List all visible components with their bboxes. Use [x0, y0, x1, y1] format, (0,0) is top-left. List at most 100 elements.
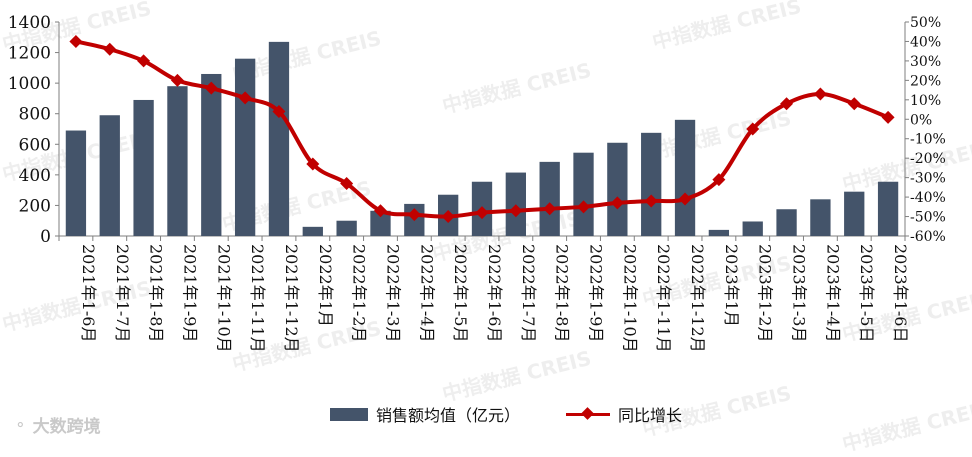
bar — [133, 99, 154, 236]
bar — [167, 86, 188, 236]
x-tick-label: 2022年1-10月 — [620, 244, 639, 353]
y-right-tick-label: -50% — [910, 210, 946, 226]
y-right-tick-label: 0% — [910, 112, 932, 128]
legend-item-growth: 同比增长 — [566, 402, 682, 426]
y-right-tick-label: -30% — [910, 171, 946, 187]
bar — [234, 58, 256, 236]
growth-point — [847, 97, 861, 111]
growth-point — [543, 202, 557, 216]
x-tick-label: 2022年1-11月 — [654, 244, 673, 353]
sales-growth-chart: 0 200 400 600 800 1000 1200 1400 -60% -50% -40% -30… — [8, 13, 946, 353]
x-tick-label: 2021年1-9月 — [180, 244, 199, 343]
x-tick-label: 2022年1-2月 — [350, 244, 369, 343]
y-right-tick-label: -20% — [910, 151, 946, 167]
bar — [877, 181, 899, 236]
bar — [268, 41, 290, 236]
x-tick-label: 2021年1-11月 — [248, 244, 267, 353]
growth-point — [137, 54, 151, 68]
bar — [674, 119, 696, 236]
x-tick-label: 2023年1-5日 — [857, 244, 876, 343]
x-tick-label: 2023年1-2月 — [756, 244, 775, 343]
legend-line-swatch — [566, 407, 611, 421]
legend-item-sales: 销售额均值（亿元） — [330, 402, 520, 426]
x-tick-label: 2022年1-6月 — [485, 244, 504, 343]
growth-point — [204, 81, 218, 95]
bar — [201, 73, 222, 236]
y-right-tick-label: -40% — [910, 190, 946, 206]
growth-point — [238, 91, 252, 105]
x-tick-label: 2023年1月 — [722, 244, 741, 327]
x-tick-label: 2022年1-12月 — [688, 244, 707, 353]
y-left-tick-label: 1400 — [8, 13, 51, 33]
bar — [742, 221, 763, 236]
bar — [844, 191, 865, 236]
growth-point — [746, 122, 760, 136]
y-right-tick-label: 20% — [910, 73, 941, 89]
y-left-tick-label: 200 — [19, 196, 51, 216]
growth-point — [475, 206, 489, 220]
growth-point — [103, 42, 117, 56]
growth-point — [373, 204, 387, 218]
x-tick-label: 2022年1-5月 — [451, 244, 470, 343]
bar — [65, 130, 87, 236]
x-tick-label: 2022年1月 — [316, 244, 335, 327]
brand-name: 大数跨境 — [32, 417, 101, 437]
x-tick-label: 2023年1-6日 — [891, 244, 910, 343]
x-tick-label: 2022年1-3月 — [383, 244, 402, 343]
x-tick-label: 2023年1-3月 — [790, 244, 809, 343]
bar — [336, 220, 357, 236]
growth-point — [306, 157, 320, 171]
legend-label-growth: 同比增长 — [618, 406, 683, 425]
growth-point — [678, 192, 692, 206]
y-right-tick-label: 50% — [910, 15, 941, 31]
x-tick-label: 2021年1-10月 — [214, 244, 233, 353]
growth-point — [881, 110, 895, 124]
legend-label-sales: 销售额均值（亿元） — [376, 406, 521, 425]
growth-point — [340, 176, 354, 190]
x-tick-label: 2021年1-7月 — [113, 244, 132, 343]
growth-point — [813, 87, 827, 101]
y-left-tick-label: 1000 — [8, 74, 51, 94]
bar — [708, 229, 730, 236]
y-left-tick-label: 800 — [19, 105, 51, 125]
brand-logo: ⚬ 大数跨境 — [14, 412, 101, 438]
bar — [99, 115, 120, 236]
bar — [370, 210, 391, 236]
x-tick-label: 2021年1-12月 — [282, 244, 301, 353]
y-right-tick-label: -10% — [910, 132, 946, 148]
bar — [641, 132, 662, 236]
y-left-tick-label: 600 — [19, 135, 51, 155]
growth-point — [577, 200, 591, 214]
chart-legend: 销售额均值（亿元） 同比增长 — [330, 402, 682, 426]
bar — [539, 161, 560, 236]
growth-point — [170, 73, 184, 87]
growth-point — [407, 208, 421, 222]
bar — [302, 226, 323, 236]
x-tick-label: 2022年1-9月 — [587, 244, 606, 343]
y-left-tick-label: 1200 — [8, 44, 51, 64]
growth-point — [644, 194, 658, 208]
growth-point — [272, 104, 286, 118]
growth-point — [712, 173, 726, 187]
x-tick-label: 2022年1-7月 — [519, 244, 538, 343]
x-tick-label: 2021年1-8月 — [147, 244, 166, 343]
bar — [810, 199, 831, 236]
x-tick-label: 2021年1-6月 — [79, 244, 98, 343]
growth-point — [441, 210, 455, 224]
bar — [607, 142, 628, 236]
y-right-tick-label: 30% — [910, 54, 941, 70]
legend-bar-swatch — [330, 407, 368, 421]
bar — [776, 209, 797, 236]
growth-point — [780, 97, 794, 111]
growth-point — [509, 204, 523, 218]
growth-point — [69, 34, 83, 48]
growth-point — [610, 196, 624, 210]
x-tick-label: 2022年1-8月 — [553, 244, 572, 343]
y-left-tick-label: 0 — [40, 227, 51, 247]
y-right-tick-label: 40% — [910, 34, 941, 50]
x-tick-label: 2023年1-4月 — [823, 244, 842, 343]
y-right-tick-label: 10% — [910, 93, 941, 109]
chat-bubble-icon: ⚬ — [14, 415, 27, 434]
bar — [573, 152, 594, 236]
y-right-tick-label: -60% — [910, 229, 946, 245]
